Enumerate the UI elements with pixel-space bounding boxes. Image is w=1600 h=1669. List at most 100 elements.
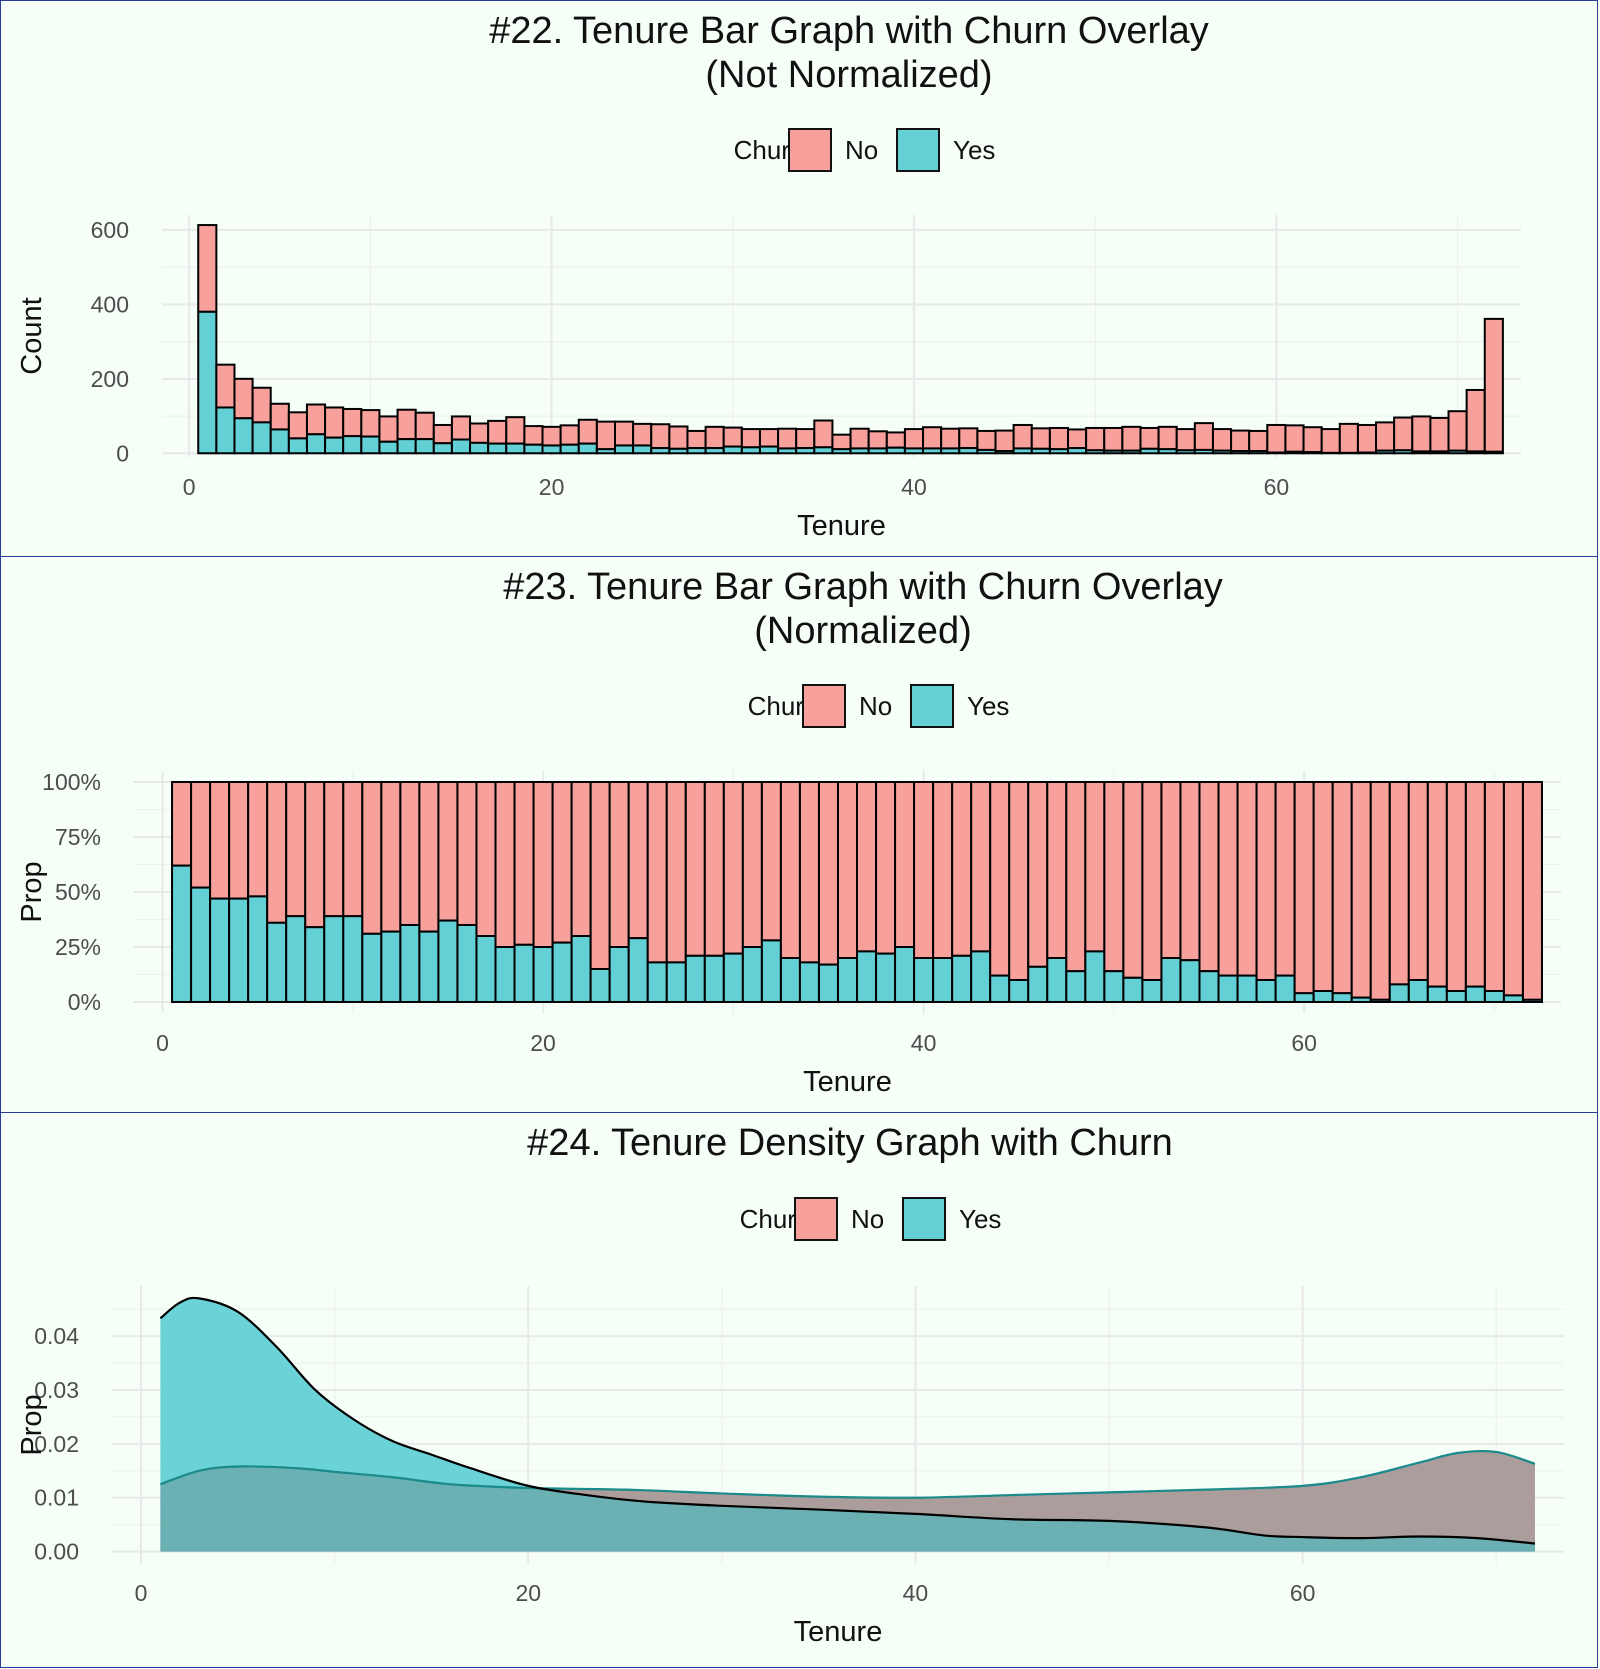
bar-no: [1231, 431, 1249, 451]
bar-no: [762, 782, 781, 940]
bar-yes: [1333, 993, 1352, 1002]
bar-yes: [1104, 971, 1123, 1002]
bar-yes: [1447, 991, 1466, 1002]
bar-no: [1430, 418, 1448, 452]
bar-no: [572, 782, 591, 936]
bar-no: [857, 782, 876, 951]
bar-no: [343, 409, 361, 436]
bar-yes: [457, 925, 476, 1002]
bar-no: [1276, 782, 1295, 976]
bar-no: [1466, 782, 1485, 987]
bar-yes: [857, 951, 876, 1002]
bar-yes: [1199, 971, 1218, 1002]
bar-yes: [1231, 451, 1249, 453]
bar-no: [515, 782, 534, 945]
bar-no: [234, 379, 252, 418]
bar-no: [1304, 427, 1322, 452]
bar-no: [1195, 423, 1213, 450]
bar-yes: [667, 962, 686, 1002]
bar-yes: [198, 312, 216, 453]
bar-no: [325, 407, 343, 437]
bar-yes: [579, 444, 597, 454]
bar-no: [267, 782, 286, 923]
bar-no: [1485, 319, 1503, 452]
bar-yes: [1066, 971, 1085, 1002]
bar-no: [1180, 782, 1199, 960]
legend-label-yes: Yes: [959, 1204, 1001, 1234]
bar-no: [210, 782, 229, 899]
bar-yes: [905, 448, 923, 453]
bar-yes: [1104, 451, 1122, 454]
bar-yes: [1352, 998, 1371, 1002]
bar-yes: [591, 969, 610, 1002]
bar-yes: [234, 418, 252, 453]
bar-no: [1104, 782, 1123, 971]
bar-no: [914, 782, 933, 958]
bar-yes: [1314, 991, 1333, 1002]
bar-no: [1068, 429, 1086, 448]
bar-yes: [1159, 449, 1177, 453]
bar-yes: [1394, 450, 1412, 453]
bar-no: [362, 782, 381, 934]
bar-no: [470, 423, 488, 442]
bar-yes: [452, 440, 470, 454]
bar-no: [1159, 427, 1177, 449]
bar-no: [229, 782, 248, 899]
bar-no: [379, 416, 397, 441]
bar-no: [172, 782, 191, 866]
bar-yes: [762, 940, 781, 1002]
bar-no: [959, 428, 977, 448]
chart-title: #23. Tenure Bar Graph with Churn Overlay…: [503, 566, 1223, 652]
bar-yes: [362, 934, 381, 1002]
chart-title-line: #24. Tenure Density Graph with Churn: [527, 1122, 1173, 1164]
bar-yes: [496, 947, 515, 1002]
y-tick-label: 600: [91, 217, 129, 243]
bar-no: [216, 365, 234, 408]
bar-yes: [1161, 958, 1180, 1002]
bar-yes: [381, 932, 400, 1002]
bar-no: [307, 405, 325, 435]
bar-no: [1295, 782, 1314, 993]
x-tick-label: 20: [515, 1580, 541, 1606]
bar-yes: [229, 899, 248, 1002]
bar-yes: [325, 438, 343, 454]
bar-no: [1161, 782, 1180, 958]
x-tick-label: 0: [135, 1580, 148, 1606]
bar-yes: [253, 422, 271, 453]
bar-yes: [216, 407, 234, 453]
bar-yes: [534, 947, 553, 1002]
bar-no: [1285, 425, 1303, 451]
bar-no: [796, 429, 814, 448]
bar-no: [933, 782, 952, 958]
marks: [172, 782, 1542, 1002]
bar-no: [1249, 431, 1267, 451]
bar-no: [524, 426, 542, 445]
bar-yes: [1276, 976, 1295, 1002]
bar-yes: [778, 448, 796, 453]
bar-no: [800, 782, 819, 962]
bar-no: [597, 422, 615, 450]
bar-no: [1322, 429, 1340, 453]
bar-yes: [1523, 1000, 1542, 1002]
bar-yes: [990, 976, 1009, 1002]
bar-no: [191, 782, 210, 888]
bar-no: [633, 424, 651, 446]
bar-no: [923, 427, 941, 448]
bar-yes: [1047, 958, 1066, 1002]
bar-yes: [648, 962, 667, 1002]
bar-no: [996, 431, 1014, 451]
bar-no: [419, 782, 438, 932]
bar-no: [361, 410, 379, 436]
bar-no: [669, 426, 687, 448]
chart-title-line: (Normalized): [754, 610, 971, 652]
bar-yes: [895, 947, 914, 1002]
bar-yes: [1376, 451, 1394, 454]
bar-no: [1523, 782, 1542, 1000]
bar-no: [1428, 782, 1447, 987]
bar-yes: [851, 448, 869, 453]
y-axis-title: Prop: [16, 1394, 48, 1455]
bar-yes: [324, 916, 343, 1002]
bar-yes: [706, 448, 724, 453]
bar-yes: [1358, 453, 1376, 454]
